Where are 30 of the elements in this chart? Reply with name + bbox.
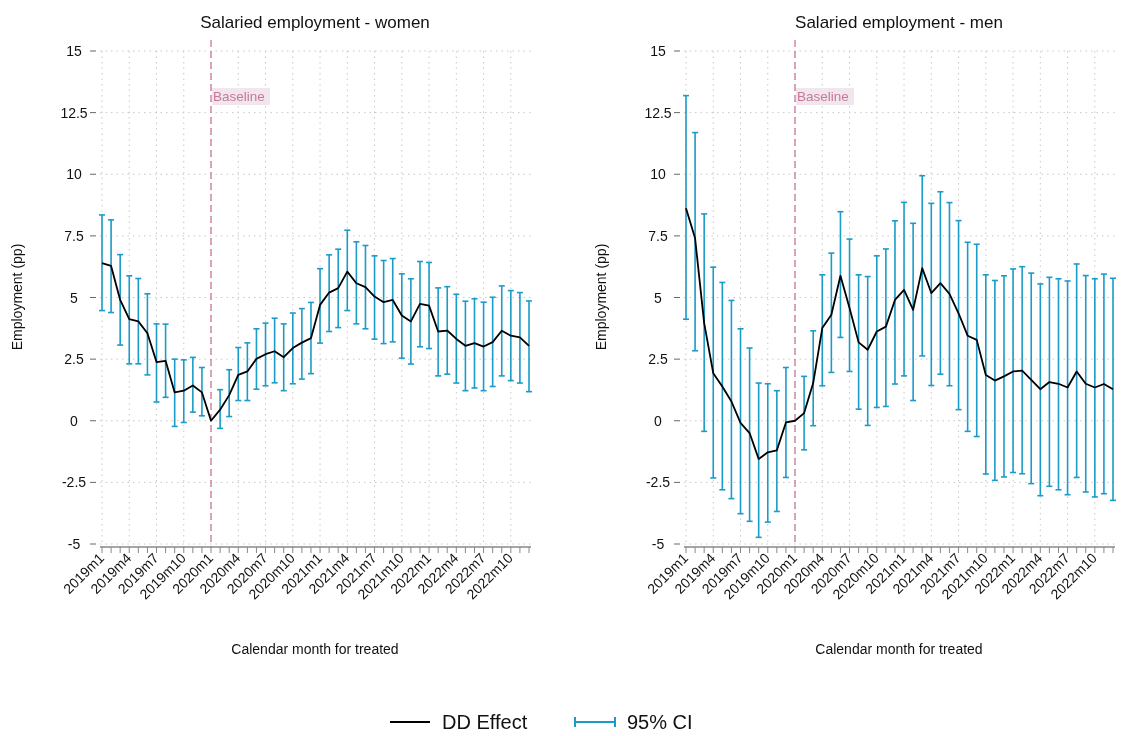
y-tick-label: 7.5 [648, 227, 668, 244]
line-series [685, 207, 1114, 460]
y-tick-label: -2.5 [61, 474, 87, 491]
y-tick-label: 2.5 [64, 351, 84, 368]
y-tick-label: 10 [650, 166, 666, 183]
y-axis-title: Employment (pp) [593, 243, 609, 351]
text: 95% CI [627, 711, 693, 733]
ref-line-label: Baseline [797, 89, 849, 104]
y-tick-label: -5 [67, 536, 81, 552]
y-tick-label: 0 [654, 412, 663, 429]
y-tick-label: 12.5 [60, 104, 88, 121]
line-series [101, 262, 530, 422]
x-axis-title: Calendar month for treated [815, 641, 983, 657]
y-tick-label: 15 [66, 43, 82, 59]
y-tick-label: 12.5 [644, 104, 672, 121]
y-tick-label: 10 [66, 166, 82, 183]
chart-title: Salaried employment - men [795, 13, 1003, 32]
y-tick-label: -2.5 [645, 474, 671, 491]
y-tick-label: 15 [650, 43, 666, 59]
y-tick-label: 0 [70, 412, 79, 429]
y-tick-label: 5 [654, 289, 663, 306]
y-tick-label: -5 [651, 536, 665, 552]
y-axis-title: Employment (pp) [9, 243, 25, 351]
x-axis-title: Calendar month for treated [231, 641, 399, 657]
y-tick-label: 2.5 [648, 351, 668, 368]
ref-line-label: Baseline [213, 89, 265, 104]
y-tick-label: 5 [70, 289, 79, 306]
legend-label: DD Effect [442, 711, 528, 733]
y-tick-label: 7.5 [64, 227, 84, 244]
chart-title: Salaried employment - women [200, 13, 430, 32]
